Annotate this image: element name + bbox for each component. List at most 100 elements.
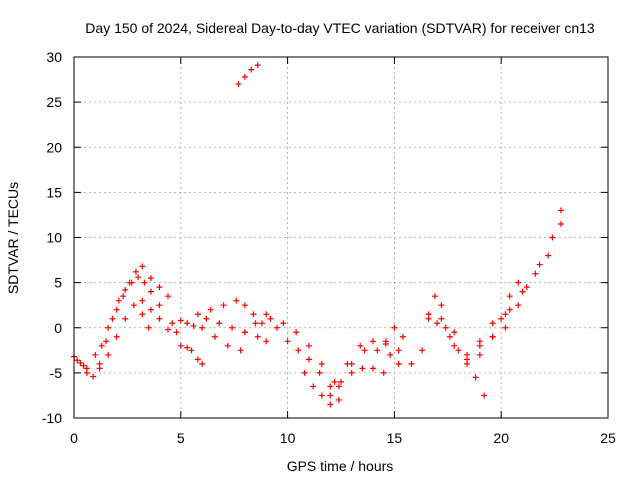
data-point bbox=[476, 338, 483, 345]
x-axis-label: GPS time / hours bbox=[287, 458, 394, 474]
data-point bbox=[519, 288, 526, 295]
data-point bbox=[370, 338, 377, 345]
data-point bbox=[139, 263, 146, 270]
data-point bbox=[220, 302, 227, 309]
data-point bbox=[122, 315, 129, 322]
data-point bbox=[438, 302, 445, 309]
data-point bbox=[258, 320, 265, 327]
series-arc-q bbox=[382, 324, 415, 367]
data-point bbox=[90, 373, 97, 380]
series-arc-n bbox=[327, 365, 387, 399]
data-point bbox=[122, 286, 129, 293]
y-tick-label: 15 bbox=[46, 184, 62, 200]
data-point bbox=[498, 315, 505, 322]
data-point bbox=[135, 274, 142, 281]
data-point bbox=[399, 333, 406, 340]
y-axis-label: SDTVAR / TECUs bbox=[5, 182, 21, 294]
data-point bbox=[156, 302, 163, 309]
data-point bbox=[464, 356, 471, 363]
data-point bbox=[476, 351, 483, 358]
y-tick-label: 10 bbox=[46, 230, 62, 246]
data-point bbox=[318, 392, 325, 399]
data-point bbox=[188, 347, 195, 354]
data-point bbox=[184, 320, 191, 327]
data-point bbox=[536, 261, 543, 268]
x-tick-label: 0 bbox=[70, 430, 78, 446]
data-point bbox=[190, 322, 197, 329]
data-point bbox=[194, 356, 201, 363]
data-point bbox=[489, 320, 496, 327]
data-point bbox=[254, 333, 261, 340]
data-point bbox=[113, 306, 120, 313]
data-point bbox=[263, 311, 270, 318]
data-point bbox=[502, 311, 509, 318]
data-point bbox=[489, 333, 496, 340]
series-arc-y bbox=[506, 220, 565, 313]
data-point bbox=[434, 320, 441, 327]
data-point bbox=[130, 302, 137, 309]
data-point bbox=[194, 311, 201, 318]
data-point bbox=[419, 347, 426, 354]
series-arc-r bbox=[235, 62, 261, 88]
points-layer bbox=[71, 62, 565, 408]
data-point bbox=[115, 297, 122, 304]
data-point bbox=[425, 315, 432, 322]
data-point bbox=[391, 324, 398, 331]
data-point bbox=[408, 360, 415, 367]
data-point bbox=[374, 347, 381, 354]
x-tick-label: 5 bbox=[177, 430, 185, 446]
data-point bbox=[558, 220, 565, 227]
data-point bbox=[431, 293, 438, 300]
data-point bbox=[83, 369, 90, 376]
data-point bbox=[280, 320, 287, 327]
data-point bbox=[545, 252, 552, 259]
y-tick-label: -10 bbox=[42, 410, 62, 426]
data-point bbox=[284, 338, 291, 345]
data-point bbox=[229, 324, 236, 331]
data-point bbox=[156, 284, 163, 291]
data-point bbox=[318, 360, 325, 367]
data-point bbox=[126, 279, 133, 286]
data-point bbox=[254, 62, 261, 69]
data-point bbox=[273, 324, 280, 331]
y-tick-label: -5 bbox=[50, 365, 63, 381]
data-point bbox=[207, 306, 214, 313]
series-arc-x bbox=[476, 279, 522, 358]
data-point bbox=[451, 342, 458, 349]
data-point bbox=[451, 329, 458, 336]
y-tick-label: 0 bbox=[54, 320, 62, 336]
data-point bbox=[263, 338, 270, 345]
series-arc-m bbox=[301, 369, 342, 408]
data-point bbox=[248, 66, 255, 73]
x-tick-label: 20 bbox=[493, 430, 509, 446]
data-point bbox=[147, 288, 154, 295]
grid-layer bbox=[74, 57, 608, 418]
data-point bbox=[164, 293, 171, 300]
series-arc-l bbox=[267, 315, 338, 385]
data-point bbox=[395, 347, 402, 354]
data-point bbox=[506, 306, 513, 313]
data-point bbox=[109, 315, 116, 322]
data-point bbox=[147, 306, 154, 313]
data-point bbox=[455, 347, 462, 354]
data-point bbox=[173, 329, 180, 336]
data-point bbox=[103, 338, 110, 345]
data-point bbox=[515, 302, 522, 309]
data-point bbox=[98, 342, 105, 349]
data-point bbox=[203, 315, 210, 322]
series-arc-h bbox=[194, 297, 265, 327]
x-tick-label: 10 bbox=[280, 430, 296, 446]
data-point bbox=[224, 342, 231, 349]
series-arc-g bbox=[194, 356, 206, 367]
data-point bbox=[327, 401, 334, 408]
data-point bbox=[442, 324, 449, 331]
data-point bbox=[164, 326, 171, 333]
series-arc-d bbox=[139, 297, 180, 336]
data-point bbox=[132, 268, 139, 275]
data-point bbox=[92, 351, 99, 358]
data-point bbox=[237, 347, 244, 354]
data-point bbox=[335, 396, 342, 403]
data-point bbox=[438, 315, 445, 322]
series-arc-t bbox=[425, 315, 458, 336]
